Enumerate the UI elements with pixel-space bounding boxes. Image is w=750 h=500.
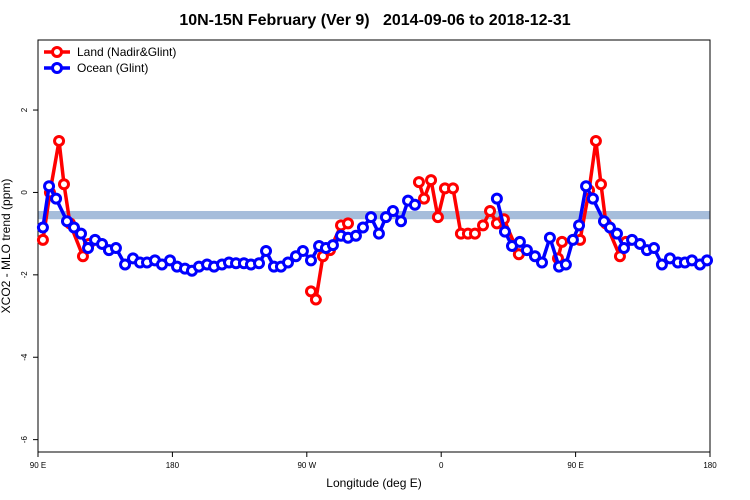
data-point <box>281 256 294 269</box>
legend-marker <box>51 46 63 58</box>
y-tick-label: -4 <box>20 353 29 361</box>
data-point <box>57 178 70 191</box>
legend-label: Ocean (Glint) <box>77 61 148 75</box>
data-point <box>296 244 309 257</box>
data-point <box>395 215 408 228</box>
data-point <box>573 219 586 232</box>
y-tick-label: -2 <box>20 271 29 279</box>
data-point <box>498 225 511 238</box>
data-point <box>610 227 623 240</box>
data-point <box>408 198 421 211</box>
data-point <box>304 254 317 267</box>
data-point <box>528 250 541 263</box>
data-point <box>477 219 490 232</box>
data-point <box>543 231 556 244</box>
data-point <box>446 182 459 195</box>
data-point <box>36 233 49 246</box>
data-point <box>586 192 599 205</box>
data-point <box>82 242 95 255</box>
data-point <box>536 256 548 269</box>
data-point <box>326 239 339 252</box>
data-point <box>655 258 668 271</box>
data-point <box>633 237 646 250</box>
data-point <box>589 134 602 147</box>
data-point <box>96 237 109 250</box>
data-point <box>356 221 369 234</box>
data-point <box>603 221 616 234</box>
legend-label: Land (Nadir&Glint) <box>77 45 176 59</box>
data-point <box>349 229 362 242</box>
data-point <box>468 227 481 240</box>
data-point <box>109 242 122 255</box>
y-axis-label: XCO2 - MLO trend (ppm) <box>0 179 13 314</box>
data-point <box>53 134 66 147</box>
data-point <box>342 217 355 230</box>
data-point <box>513 235 526 248</box>
data-point <box>75 227 88 240</box>
x-tick-label: 90 E <box>567 461 583 470</box>
data-point <box>594 178 607 191</box>
data-point <box>566 233 579 246</box>
data-point <box>425 174 438 187</box>
data-point <box>36 221 49 234</box>
x-tick-label: 90 W <box>297 461 316 470</box>
data-point <box>372 227 385 240</box>
y-tick-label: -6 <box>20 436 29 444</box>
data-point <box>490 192 503 205</box>
data-point <box>60 215 73 228</box>
x-tick-label: 90 E <box>30 461 46 470</box>
data-point <box>119 258 132 271</box>
data-point <box>67 221 80 234</box>
x-tick-label: 0 <box>439 461 444 470</box>
plot-frame <box>37 39 711 453</box>
series-line <box>41 139 628 302</box>
data-point <box>431 211 444 224</box>
data-point <box>386 204 399 217</box>
data-point <box>412 176 425 189</box>
data-point <box>50 192 63 205</box>
data-point <box>76 250 89 263</box>
data-point <box>260 244 273 257</box>
data-point <box>559 258 572 271</box>
data-point <box>253 257 266 270</box>
x-tick-label: 180 <box>166 461 180 470</box>
data-point <box>617 242 630 255</box>
data-point <box>484 204 497 217</box>
chart-title: 10N-15N February (Ver 9) 2014-09-06 to 2… <box>179 12 570 29</box>
data-point <box>418 192 431 205</box>
data-point <box>365 211 378 224</box>
x-tick-label: 180 <box>703 461 717 470</box>
data-point <box>309 293 322 306</box>
data-point <box>520 244 533 257</box>
data-point <box>164 254 177 267</box>
y-tick-label: 2 <box>20 107 29 112</box>
data-point <box>701 254 714 267</box>
data-point <box>648 242 660 255</box>
data-point <box>43 180 56 193</box>
data-point <box>304 285 317 298</box>
legend-marker <box>51 62 63 74</box>
data-point <box>379 211 392 224</box>
x-axis-label: Longitude (deg E) <box>326 476 421 490</box>
y-tick-label: 0 <box>20 190 29 195</box>
data-point <box>580 180 593 193</box>
data-point <box>556 235 569 248</box>
